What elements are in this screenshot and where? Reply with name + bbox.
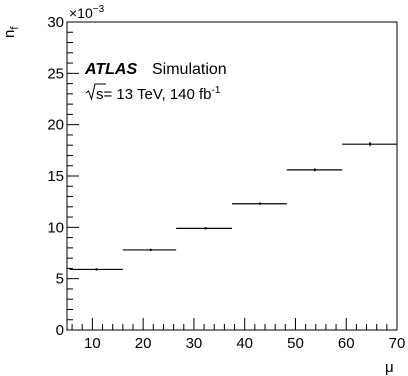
data-point: [122, 248, 177, 252]
x-axis-label: μ: [385, 359, 394, 376]
y-axis-label-sub: f: [9, 26, 21, 30]
y-tick-label: 30: [47, 14, 64, 31]
y-tick-label: 25: [47, 65, 64, 82]
y-axis-multiplier-exp: −3: [93, 4, 105, 15]
data-point: [342, 142, 397, 147]
y-tick-label: 0: [56, 322, 64, 339]
x-tick-label: 10: [84, 335, 101, 352]
data-point: [232, 202, 287, 205]
x-tick-label: 50: [287, 335, 304, 352]
experiment-label: ATLAS: [84, 61, 137, 78]
x-tick-label: 20: [135, 335, 152, 352]
sqrt-symbol: [85, 83, 106, 101]
y-axis-multiplier: ×10−3: [69, 4, 105, 21]
point-marker: [95, 268, 98, 271]
point-marker: [258, 202, 262, 205]
point-marker: [149, 248, 152, 252]
data-point: [69, 268, 123, 271]
data-point: [286, 168, 343, 172]
lumi-exponent: -1: [212, 85, 221, 96]
data-point: [176, 227, 232, 230]
point-marker: [204, 227, 207, 230]
x-tick-label: 40: [236, 335, 253, 352]
y-tick-label: 20: [47, 117, 64, 134]
y-tick-label: 15: [47, 168, 64, 185]
energy-label: s= 13 TeV, 140 fb-1: [96, 85, 221, 103]
point-marker: [313, 168, 316, 172]
y-tick-label: 5: [56, 271, 64, 288]
simulation-label: Simulation: [152, 61, 227, 78]
x-tick-label: 70: [389, 335, 406, 352]
x-tick-label: 30: [186, 335, 203, 352]
y-axis-label: nf: [1, 26, 21, 38]
point-marker: [368, 142, 372, 146]
x-tick-label: 60: [338, 335, 355, 352]
y-tick-label: 10: [47, 219, 64, 236]
